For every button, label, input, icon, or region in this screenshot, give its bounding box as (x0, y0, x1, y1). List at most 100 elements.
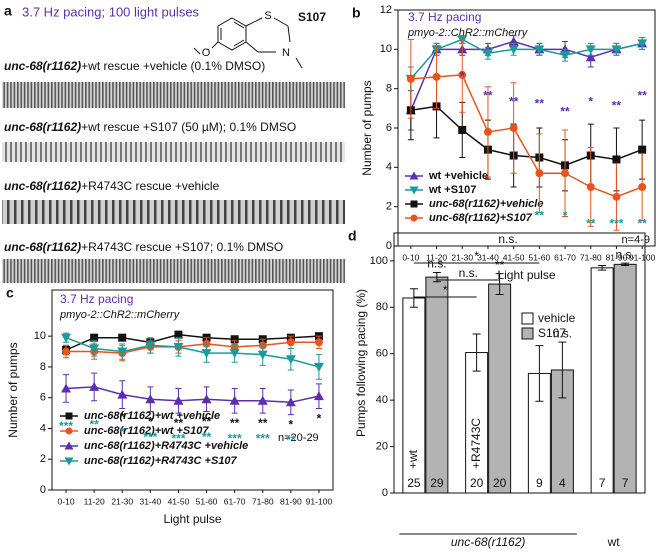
gene-name: unc-68(r1162) (4, 59, 81, 73)
legend-label: S107 (538, 326, 566, 340)
marker (535, 169, 544, 178)
sample-count: 29 (430, 476, 444, 490)
significance-label: *** (609, 217, 623, 231)
y-tick-label: 80 (376, 301, 388, 313)
series-line (410, 40, 643, 111)
marker (286, 338, 295, 347)
marker (432, 72, 441, 81)
marker (586, 183, 595, 191)
kymograph (2, 82, 345, 108)
marker (89, 344, 100, 354)
marker (508, 45, 519, 55)
y-tick-label: 10 (380, 43, 392, 55)
marker (409, 171, 419, 180)
marker (637, 39, 648, 49)
marker (313, 362, 324, 372)
marker (585, 52, 596, 62)
sample-count: 20 (493, 476, 507, 490)
comparison-label: n.s. (498, 232, 517, 246)
significance-label: ** (286, 433, 296, 447)
legend-label: wt +S107 (428, 184, 476, 196)
marker (64, 457, 74, 466)
y-tick-label: 100 (370, 255, 388, 267)
subtitle: pmyo-2::ChR2::mCherry (59, 309, 181, 321)
y-tick-label: 0 (382, 487, 388, 499)
significance-label: ** (483, 89, 493, 103)
comparison-label: n.s. (459, 266, 478, 280)
significance-label: ** (586, 217, 596, 231)
panel-letter: d (348, 228, 357, 244)
x-tick-label: 81-90 (280, 496, 302, 506)
y-tick-label: 60 (376, 348, 388, 360)
marker (285, 397, 296, 407)
marker (285, 355, 296, 365)
marker (145, 341, 156, 351)
series-line (65, 336, 320, 368)
genotype-label: unc-68(r1162) (451, 535, 525, 549)
condition-text: +R4743C rescue +S107; 0.1% DMSO (81, 240, 283, 254)
condition-text: +wt rescue +vehicle (0.1% DMSO) (81, 59, 265, 73)
y-tick-label: 12 (380, 4, 392, 16)
x-tick-label: 61-70 (224, 496, 246, 506)
subtitle: 3.7 Hz pacing (60, 292, 133, 306)
marker (313, 391, 324, 401)
x-tick-label: 41-50 (503, 252, 525, 262)
significance-label: * (289, 418, 294, 432)
panel-letter: a (4, 3, 12, 19)
series-line (66, 341, 319, 354)
error-bar (495, 273, 504, 296)
condition-label: unc-68(r1162)+R4743C rescue +vehicle (4, 179, 220, 193)
significance-label: *** (256, 431, 270, 445)
marker (257, 350, 268, 360)
x-tick-label: 21-30 (451, 252, 473, 262)
x-tick-label: 0-10 (58, 496, 75, 506)
marker (117, 347, 128, 357)
marker (611, 45, 622, 55)
y-tick-label: 2 (40, 453, 46, 465)
significance-label: *** (143, 430, 157, 444)
gene-name: unc-68(r1162) (4, 179, 81, 193)
y-tick-label: 6 (386, 122, 392, 134)
kymograph (2, 259, 345, 283)
marker (117, 389, 128, 399)
y-tick-label: 4 (386, 161, 392, 173)
sample-count: 7 (622, 476, 629, 490)
significance-label: ** (612, 99, 622, 113)
error-bar (598, 265, 607, 271)
x-tick-label: 71-80 (580, 252, 602, 262)
sample-count: 20 (470, 476, 484, 490)
kymograph (2, 142, 345, 162)
condition-label: unc-68(r1162)+R4743C rescue +S107; 0.1% … (4, 240, 283, 254)
plot-frame (51, 289, 334, 491)
significance-label: ** (258, 416, 268, 430)
kymograph (2, 200, 345, 224)
panel-title: 3.7 Hz pacing; 100 light pulses (22, 4, 200, 19)
error-bar (558, 341, 567, 399)
marker (173, 395, 184, 405)
x-tick-label: 11-20 (426, 252, 447, 262)
marker (409, 186, 419, 195)
significance-label: n.s. (615, 247, 634, 261)
x-tick-label: 11-20 (84, 496, 105, 506)
marker (585, 45, 596, 55)
significance-label: ** (637, 217, 647, 231)
series-line (410, 105, 643, 167)
bar (488, 283, 512, 494)
y-tick-label: 8 (40, 361, 46, 373)
group-label: +R4743C (469, 418, 483, 469)
error-bar (472, 333, 481, 372)
sample-count: 7 (599, 476, 606, 490)
y-tick-label: 40 (376, 394, 388, 406)
marker (229, 395, 240, 405)
x-tick-label: 61-70 (554, 252, 576, 262)
sample-size: n=20-29 (278, 432, 319, 444)
marker (201, 349, 212, 359)
sample-count: 25 (407, 476, 421, 490)
marker (410, 200, 418, 208)
legend-label: unc-68(r1162)+R4743C +vehicle (84, 440, 248, 452)
y-tick-label: 20 (376, 440, 388, 452)
x-tick-label: 91-100 (629, 252, 656, 262)
panel-letter: b (352, 5, 361, 21)
compound-label: S107 (298, 10, 326, 24)
